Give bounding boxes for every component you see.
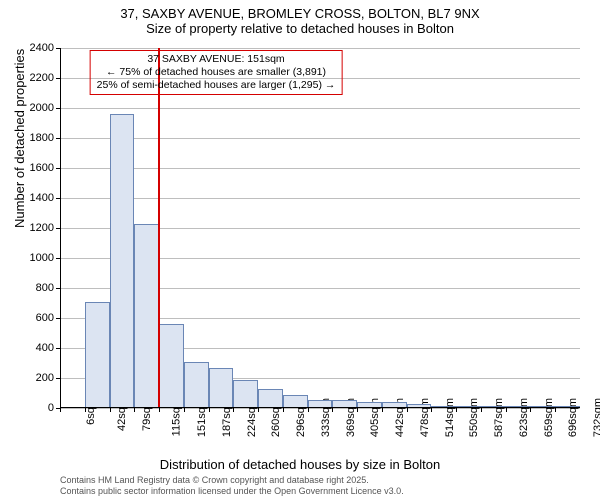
xtick-mark [530,408,531,412]
xtick-mark [233,408,234,412]
xtick-label: 659sqm [543,398,555,437]
xtick-label: 514sqm [444,398,456,437]
xtick-mark [481,408,482,412]
ytick-label: 0 [48,402,54,414]
histogram-bar [159,324,184,408]
property-marker-line [158,48,160,408]
ytick-label: 1000 [30,252,54,264]
gridline [60,48,580,49]
ytick-label: 2400 [30,42,54,54]
xtick-label: 696sqm [568,398,580,437]
xtick-mark [85,408,86,412]
xtick-label: 732sqm [592,398,600,437]
title-line1: 37, SAXBY AVENUE, BROMLEY CROSS, BOLTON,… [0,0,600,21]
chart-plot-area: 0200400600800100012001400160018002000220… [60,48,580,408]
gridline [60,198,580,199]
xtick-label: 587sqm [493,398,505,437]
credit-line2: Contains public sector information licen… [60,486,404,497]
ytick-label: 2200 [30,72,54,84]
ytick-label: 800 [36,282,54,294]
annotation-line2: ← 75% of detached houses are smaller (3,… [97,66,336,79]
xtick-mark [134,408,135,412]
credit-text: Contains HM Land Registry data © Crown c… [60,475,404,497]
xtick-mark [258,408,259,412]
xtick-mark [110,408,111,412]
xtick-mark [407,408,408,412]
xtick-mark [283,408,284,412]
xtick-mark [506,408,507,412]
x-axis-line [60,407,580,408]
ytick-label: 600 [36,312,54,324]
xtick-mark [332,408,333,412]
gridline [60,138,580,139]
xtick-mark [555,408,556,412]
ytick-label: 1800 [30,132,54,144]
xtick-mark [431,408,432,412]
xtick-mark [308,408,309,412]
annotation-line3: 25% of semi-detached houses are larger (… [97,79,336,92]
histogram-bar [184,362,209,409]
ytick-label: 1400 [30,192,54,204]
ytick-label: 400 [36,342,54,354]
xtick-mark [357,408,358,412]
xtick-mark [456,408,457,412]
histogram-bar [85,302,110,408]
ytick-label: 200 [36,372,54,384]
xtick-mark [184,408,185,412]
ytick-label: 2000 [30,102,54,114]
gridline [60,168,580,169]
title-line2: Size of property relative to detached ho… [0,21,600,36]
y-axis-label: Number of detached properties [12,49,27,228]
xtick-label: 623sqm [518,398,530,437]
annotation-box: 37 SAXBY AVENUE: 151sqm← 75% of detached… [90,50,343,95]
gridline [60,108,580,109]
histogram-bar [110,114,135,408]
xtick-mark [60,408,61,412]
credit-line1: Contains HM Land Registry data © Crown c… [60,475,404,486]
histogram-bar [233,380,258,409]
xtick-mark [159,408,160,412]
ytick-label: 1600 [30,162,54,174]
y-axis-line [60,48,61,408]
histogram-bar [209,368,234,409]
annotation-line1: 37 SAXBY AVENUE: 151sqm [97,53,336,66]
ytick-label: 1200 [30,222,54,234]
xtick-mark [382,408,383,412]
x-axis-label: Distribution of detached houses by size … [0,457,600,472]
xtick-mark [209,408,210,412]
histogram-bar [134,224,159,409]
histogram-bar [258,389,283,409]
xtick-label: 550sqm [469,398,481,437]
